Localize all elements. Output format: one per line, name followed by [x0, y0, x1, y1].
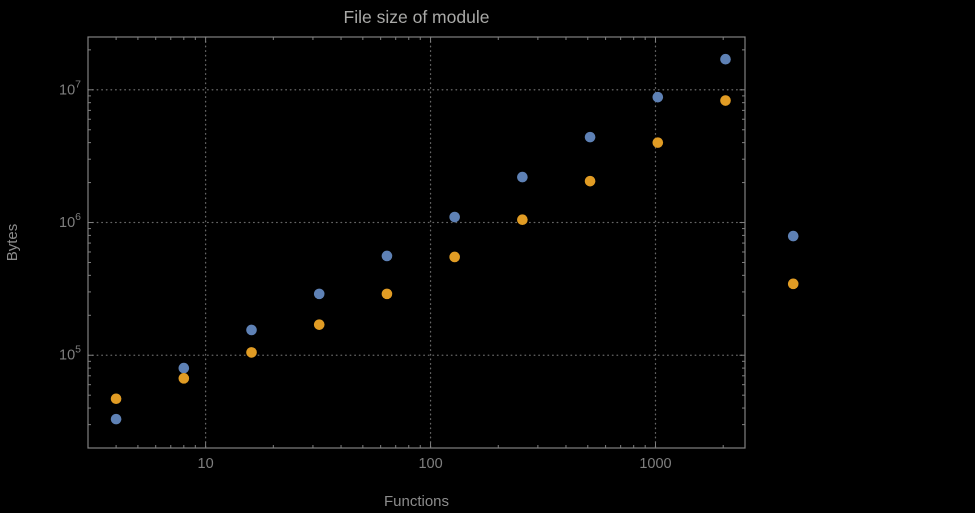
x-tick-label: 1000 — [639, 456, 671, 472]
plot-frame — [87, 36, 746, 449]
chart-title: File size of module — [344, 7, 490, 27]
data-point-blue — [517, 171, 528, 183]
tick-labels: 10 100 1000 105 106 107 — [59, 78, 672, 472]
y-tick-label: 107 — [59, 78, 81, 98]
points-layer — [110, 53, 799, 425]
data-point-orange — [449, 251, 460, 263]
data-point-blue — [449, 211, 460, 223]
data-point-blue — [584, 131, 596, 143]
data-point-orange — [246, 347, 257, 358]
data-point-orange — [110, 393, 122, 405]
y-axis-label: Bytes — [4, 224, 21, 262]
data-point-orange — [517, 214, 528, 226]
data-point-blue — [246, 324, 257, 336]
x-tick-label: 10 — [198, 456, 214, 472]
data-point-orange — [381, 288, 393, 300]
data-point-orange — [652, 137, 664, 148]
data-point-orange — [584, 175, 596, 187]
data-point-blue — [787, 230, 799, 242]
data-point-blue — [652, 91, 664, 103]
y-tick-label: 105 — [59, 344, 81, 364]
data-point-blue — [178, 362, 190, 374]
grid-layer — [87, 36, 746, 449]
data-point-blue — [381, 250, 393, 262]
x-axis-label: Functions — [384, 493, 449, 510]
data-point-orange — [720, 95, 731, 106]
data-point-orange — [787, 278, 799, 290]
y-tick-label: 106 — [59, 211, 81, 231]
data-point-orange — [313, 319, 325, 330]
data-point-blue — [313, 288, 325, 300]
tick-layer — [88, 37, 745, 448]
data-point-blue — [110, 413, 122, 425]
data-point-orange — [178, 373, 190, 384]
data-point-blue — [720, 53, 731, 65]
x-tick-label: 100 — [418, 456, 442, 472]
